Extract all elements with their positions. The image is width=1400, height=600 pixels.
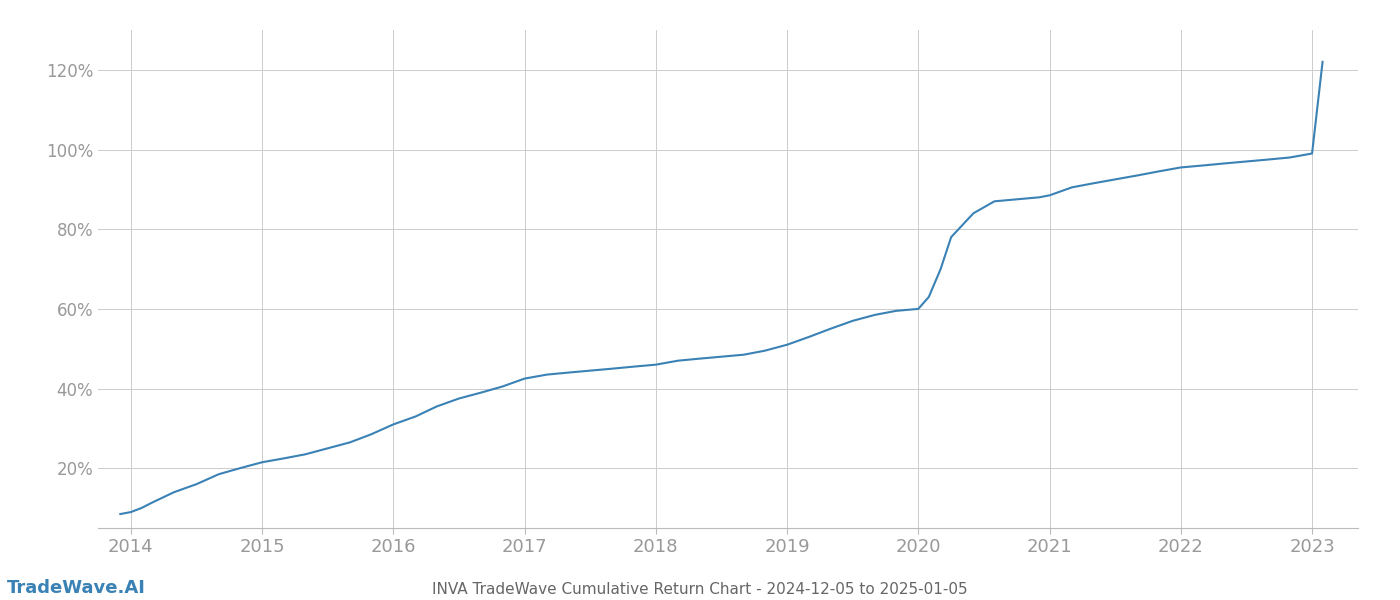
Text: TradeWave.AI: TradeWave.AI bbox=[7, 579, 146, 597]
Text: INVA TradeWave Cumulative Return Chart - 2024-12-05 to 2025-01-05: INVA TradeWave Cumulative Return Chart -… bbox=[433, 582, 967, 597]
